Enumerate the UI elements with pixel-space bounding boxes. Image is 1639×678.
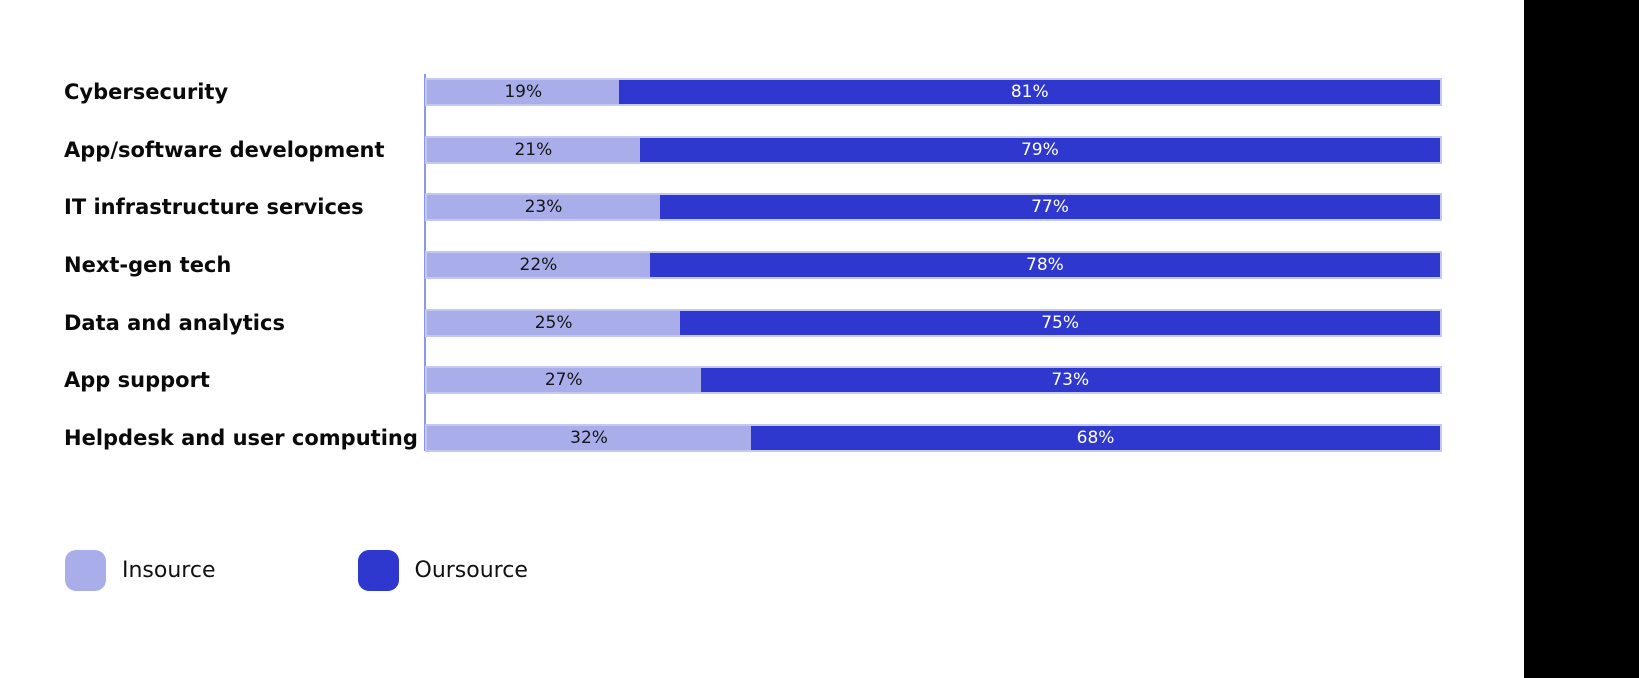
insource-value-label: 27% bbox=[544, 370, 583, 390]
outsource-segment: 68% bbox=[751, 426, 1440, 450]
chart-legend: Insource Oursource bbox=[65, 550, 528, 591]
chart-row: App support 27% 73% bbox=[0, 366, 1442, 394]
insource-value-label: 23% bbox=[524, 197, 563, 217]
outsource-swatch-icon bbox=[357, 550, 399, 591]
insource-segment: 21% bbox=[427, 138, 640, 162]
chart-row: Next-gen tech 22% 78% bbox=[0, 251, 1442, 279]
stacked-bar: 21% 79% bbox=[425, 136, 1442, 164]
legend-label-outsource: Oursource bbox=[414, 558, 528, 583]
insource-segment: 19% bbox=[427, 80, 620, 104]
stacked-bar: 23% 77% bbox=[425, 193, 1442, 221]
insource-value-label: 21% bbox=[514, 140, 553, 160]
legend-item-insource: Insource bbox=[65, 550, 216, 591]
category-label: App/software development bbox=[64, 138, 385, 162]
legend-label-insource: Insource bbox=[122, 558, 216, 583]
insource-segment: 32% bbox=[427, 426, 752, 450]
right-black-panel bbox=[1524, 0, 1639, 678]
category-label: Helpdesk and user computing bbox=[64, 426, 418, 450]
outsource-segment: 73% bbox=[700, 368, 1440, 392]
chart-row: Cybersecurity 19% 81% bbox=[0, 78, 1442, 106]
insource-value-label: 19% bbox=[504, 82, 543, 102]
category-label: App support bbox=[64, 368, 210, 392]
insource-segment: 25% bbox=[427, 311, 681, 335]
outsource-value-label: 73% bbox=[1051, 370, 1090, 390]
chart-row: App/software development 21% 79% bbox=[0, 136, 1442, 164]
outsource-value-label: 79% bbox=[1020, 140, 1059, 160]
outsource-segment: 79% bbox=[639, 138, 1440, 162]
insource-segment: 27% bbox=[427, 368, 701, 392]
insource-segment: 22% bbox=[427, 253, 650, 277]
category-label: Next-gen tech bbox=[64, 253, 232, 277]
outsource-value-label: 75% bbox=[1041, 313, 1080, 333]
category-label: Cybersecurity bbox=[64, 80, 229, 104]
outsource-segment: 78% bbox=[649, 253, 1440, 277]
stacked-bar: 19% 81% bbox=[425, 78, 1442, 106]
outsource-value-label: 81% bbox=[1010, 82, 1049, 102]
chart-row: IT infrastructure services 23% 77% bbox=[0, 193, 1442, 221]
stacked-bar: 22% 78% bbox=[425, 251, 1442, 279]
outsource-segment: 81% bbox=[619, 80, 1440, 104]
stacked-bar: 32% 68% bbox=[425, 424, 1442, 452]
outsource-segment: 77% bbox=[659, 195, 1440, 219]
stacked-bar: 25% 75% bbox=[425, 309, 1442, 337]
outsource-segment: 75% bbox=[680, 311, 1440, 335]
legend-item-outsource: Oursource bbox=[357, 550, 528, 591]
insource-segment: 23% bbox=[427, 195, 660, 219]
insource-swatch-icon bbox=[65, 550, 106, 591]
chart-row: Helpdesk and user computing 32% 68% bbox=[0, 424, 1442, 452]
insource-value-label: 32% bbox=[570, 428, 608, 448]
stacked-bar-chart: Cybersecurity 19% 81% App/software developm… bbox=[0, 74, 1442, 452]
category-label: Data and analytics bbox=[64, 311, 285, 335]
category-label: IT infrastructure services bbox=[64, 195, 364, 219]
chart-row: Data and analytics 25% 75% bbox=[0, 309, 1442, 337]
outsource-value-label: 78% bbox=[1026, 255, 1064, 275]
insource-value-label: 22% bbox=[519, 255, 558, 275]
outsource-value-label: 68% bbox=[1076, 428, 1115, 448]
insource-value-label: 25% bbox=[534, 313, 573, 333]
outsource-value-label: 77% bbox=[1031, 197, 1069, 217]
stacked-bar: 27% 73% bbox=[425, 366, 1442, 394]
